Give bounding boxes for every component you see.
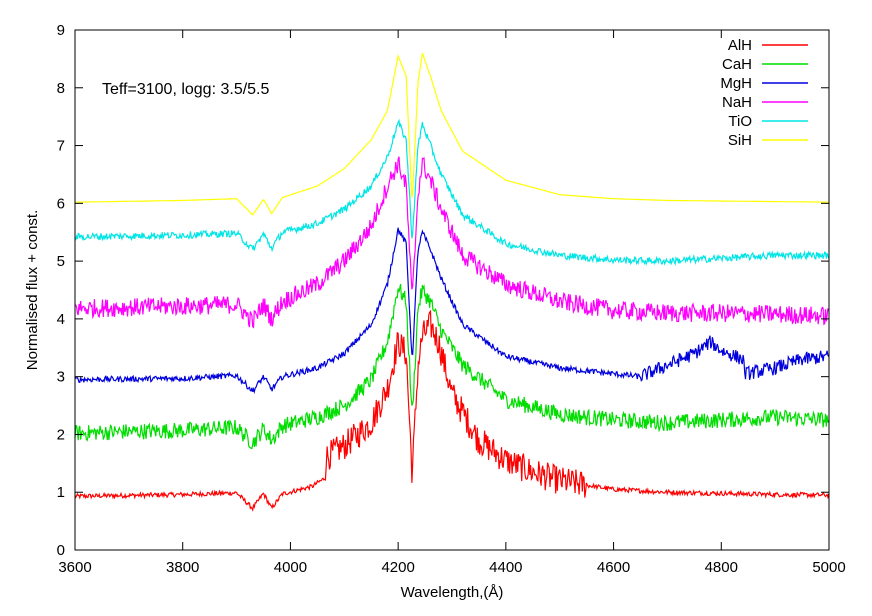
x-tick-label: 3600 — [58, 559, 91, 576]
y-tick-label: 0 — [57, 542, 65, 559]
legend-label-tio: TiO — [728, 113, 752, 130]
y-tick-label: 2 — [57, 426, 65, 443]
y-tick-label: 7 — [57, 138, 65, 155]
y-axis-label: Normalised flux + const. — [24, 210, 41, 370]
legend-label-mgh: MgH — [720, 75, 752, 92]
y-tick-label: 6 — [57, 195, 65, 212]
y-tick-label: 4 — [57, 311, 65, 328]
plot-lines — [74, 52, 830, 512]
x-tick-label: 4400 — [489, 559, 522, 576]
series-line-mgh — [74, 227, 830, 395]
legend-label-cah: CaH — [722, 56, 752, 73]
x-axis-label: Wavelength,(Å) — [401, 584, 504, 601]
x-tick-label: 4800 — [705, 559, 738, 576]
series-line-sih — [75, 52, 829, 216]
y-tick-label: 9 — [57, 22, 65, 39]
y-tick-label: 5 — [57, 253, 65, 270]
y-tick-label: 1 — [57, 484, 65, 501]
legend-label-alh: AlH — [728, 37, 752, 54]
x-tick-label: 4600 — [597, 559, 630, 576]
series-line-tio — [74, 118, 830, 266]
plot-frame — [74, 29, 830, 551]
series-line-nah — [74, 156, 830, 329]
legend-label-nah: NaH — [722, 94, 752, 111]
chart-annotation: Teff=3100, logg: 3.5/5.5 — [102, 81, 270, 98]
legend-label-sih: SiH — [728, 132, 752, 149]
series-line-alh — [74, 309, 830, 512]
x-tick-label: 5000 — [812, 559, 845, 576]
y-tick-label: 8 — [57, 80, 65, 97]
legend: AlH CaH MgH NaH TiO SiH — [720, 37, 808, 149]
x-tick-label: 4000 — [274, 559, 307, 576]
series-line-cah — [74, 283, 830, 450]
axes: 3600 3800 4000 4200 4400 4600 4800 5000 0 1 2 3 4 5 6 7… — [57, 22, 846, 576]
x-tick-label: 3800 — [166, 559, 199, 576]
x-tick-label: 4200 — [381, 559, 414, 576]
y-tick-label: 3 — [57, 369, 65, 386]
